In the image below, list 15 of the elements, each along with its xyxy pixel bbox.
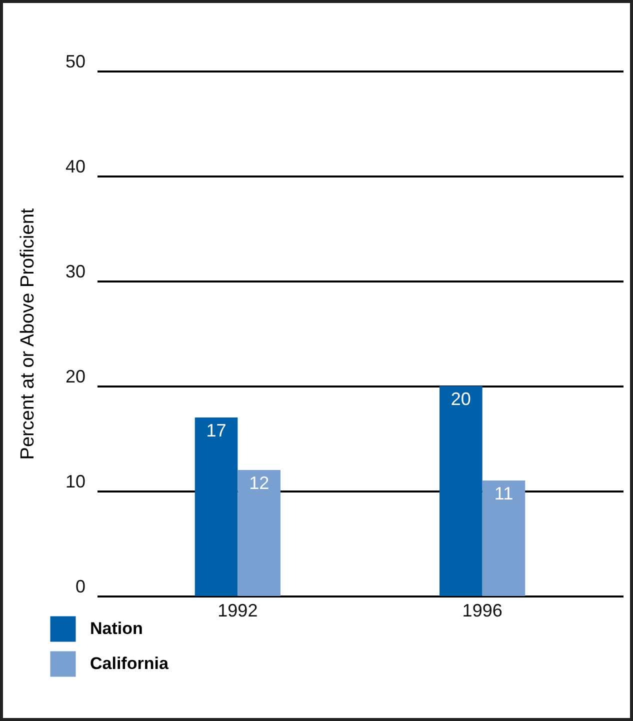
y-axis-title: Percent at or Above Proficient bbox=[17, 208, 38, 460]
x-tick-label: 1996 bbox=[462, 600, 502, 620]
data-label: 17 bbox=[206, 420, 226, 440]
legend-label: Nation bbox=[90, 619, 143, 638]
y-tick-label: 10 bbox=[65, 472, 86, 492]
data-label: 12 bbox=[249, 473, 270, 493]
y-tick-label: 30 bbox=[65, 262, 86, 282]
y-tick-label: 50 bbox=[65, 52, 86, 72]
data-label: 20 bbox=[450, 389, 471, 409]
y-tick-label: 40 bbox=[65, 156, 86, 176]
x-tick-label: 1992 bbox=[218, 600, 258, 620]
y-tick-label: 20 bbox=[65, 366, 86, 386]
y-tick-label: 0 bbox=[75, 576, 86, 596]
legend-label: California bbox=[90, 654, 169, 673]
data-label: 11 bbox=[494, 484, 514, 504]
